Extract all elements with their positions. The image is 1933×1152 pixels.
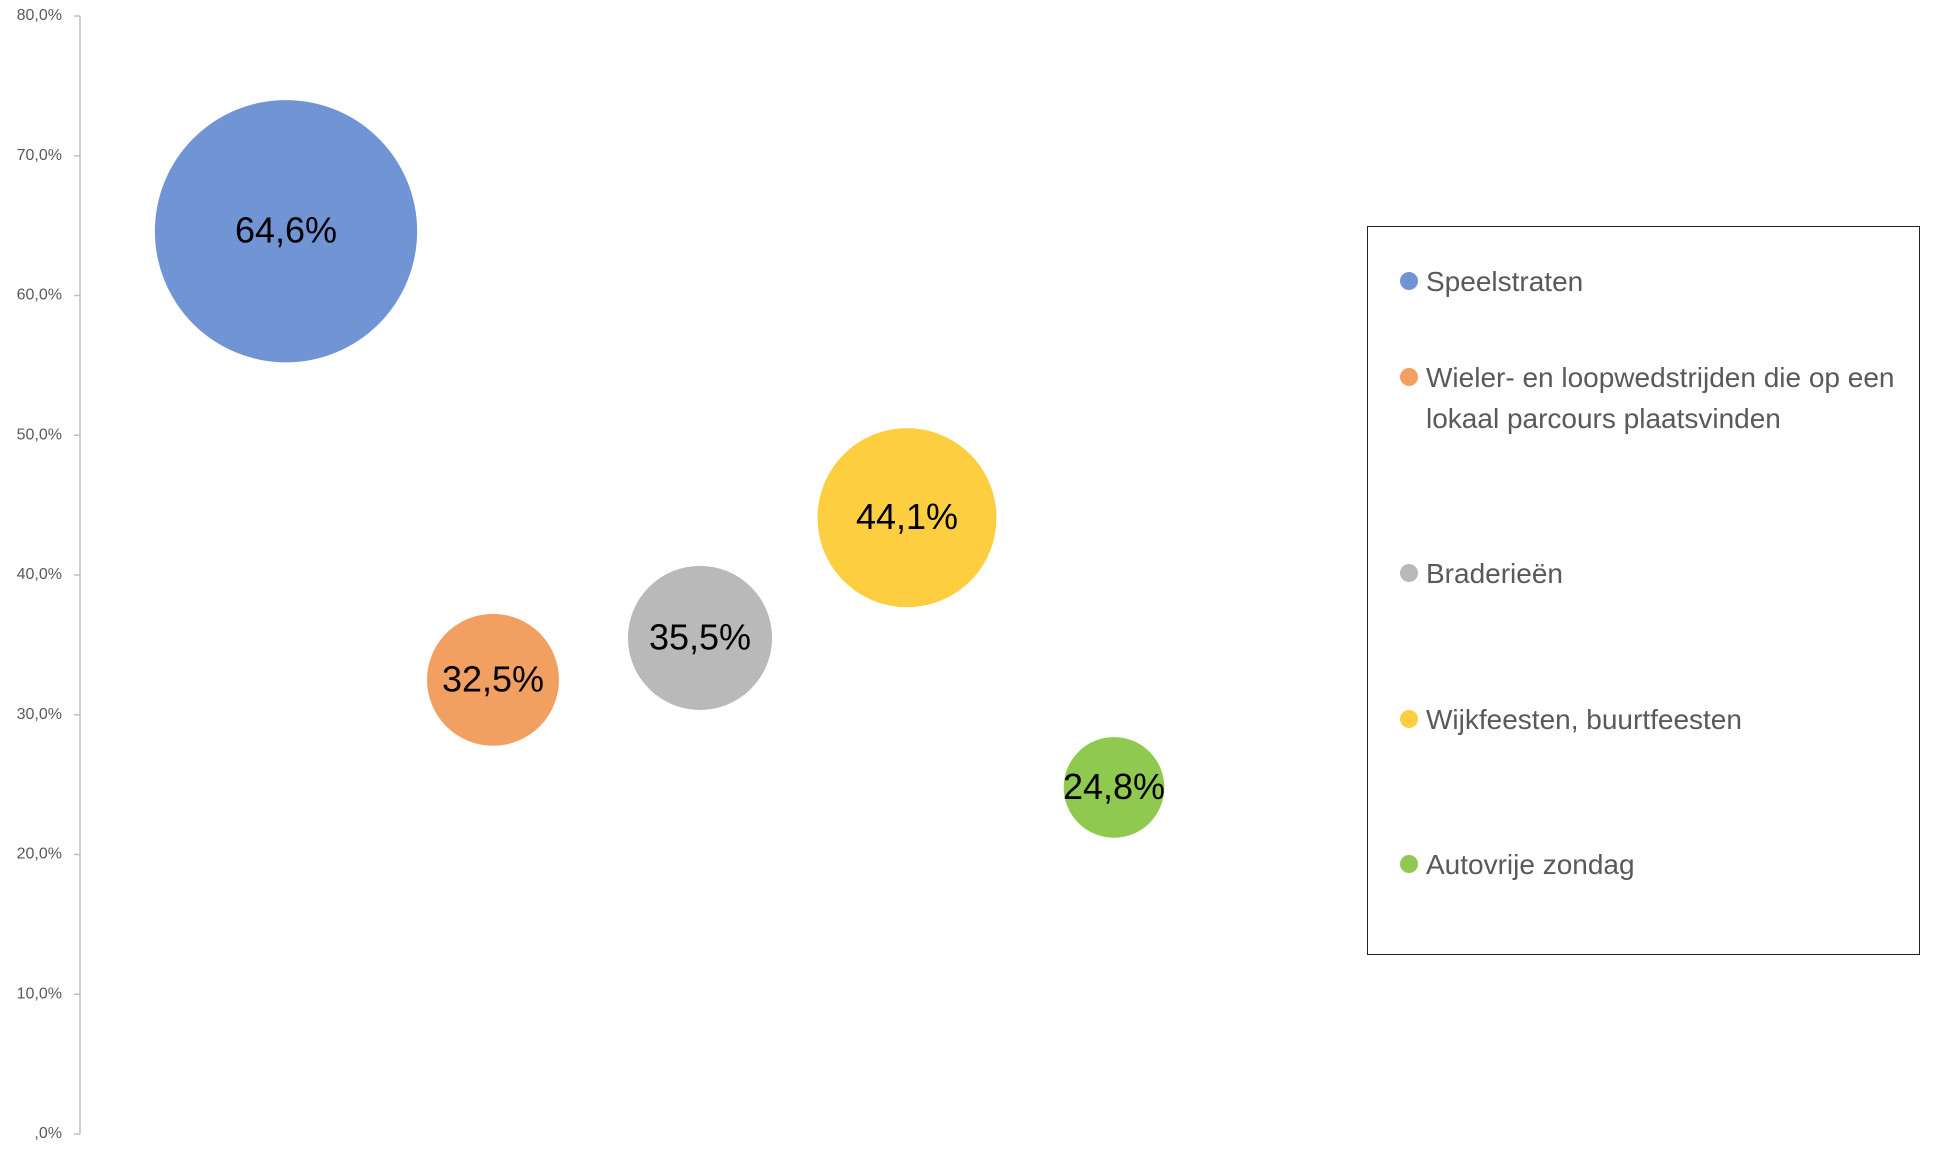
legend-marker (1400, 710, 1418, 728)
bubble (154, 100, 418, 363)
y-tick-label: 50,0% (17, 426, 62, 443)
y-tick-label: 80,0% (17, 7, 62, 24)
legend-label: Speelstraten (1426, 266, 1584, 297)
legend-entry: Wijkfeesten, buurtfeesten (1400, 699, 1900, 740)
bubble (627, 565, 773, 710)
data-label: 64,6% (235, 210, 337, 251)
y-tick-label: ,0% (34, 1125, 62, 1142)
legend-marker (1400, 272, 1418, 290)
legend-marker (1400, 564, 1418, 582)
bubble (1063, 737, 1165, 838)
data-label: 24,8% (1063, 766, 1165, 807)
bubble (427, 613, 559, 746)
data-label: 35,5% (649, 616, 751, 657)
legend-entry: Wieler- en loopwedstrijden die op een lo… (1400, 357, 1900, 439)
legend-marker (1400, 368, 1418, 386)
legend-entry: Speelstraten (1400, 261, 1900, 302)
bubble (817, 428, 997, 608)
legend-label: Wijkfeesten, buurtfeesten (1426, 704, 1742, 735)
legend-entry: Autovrije zondag (1400, 844, 1900, 885)
y-tick-label: 60,0% (17, 287, 62, 304)
legend: Speelstraten Wieler- en loopwedstrijden d… (1367, 226, 1920, 955)
legend-marker (1400, 855, 1418, 873)
y-tick-label: 70,0% (17, 147, 62, 164)
data-label: 32,5% (442, 658, 544, 699)
legend-label: Autovrije zondag (1426, 849, 1635, 880)
data-label: 44,1% (856, 496, 958, 537)
y-tick-label: 30,0% (17, 706, 62, 723)
legend-label: Wieler- en loopwedstrijden die op een lo… (1426, 362, 1895, 434)
y-tick-label: 40,0% (17, 566, 62, 583)
legend-entry: Braderieën (1400, 553, 1900, 594)
y-tick-label: 20,0% (17, 846, 62, 863)
y-tick-label: 10,0% (17, 985, 62, 1002)
legend-label: Braderieën (1426, 558, 1563, 589)
